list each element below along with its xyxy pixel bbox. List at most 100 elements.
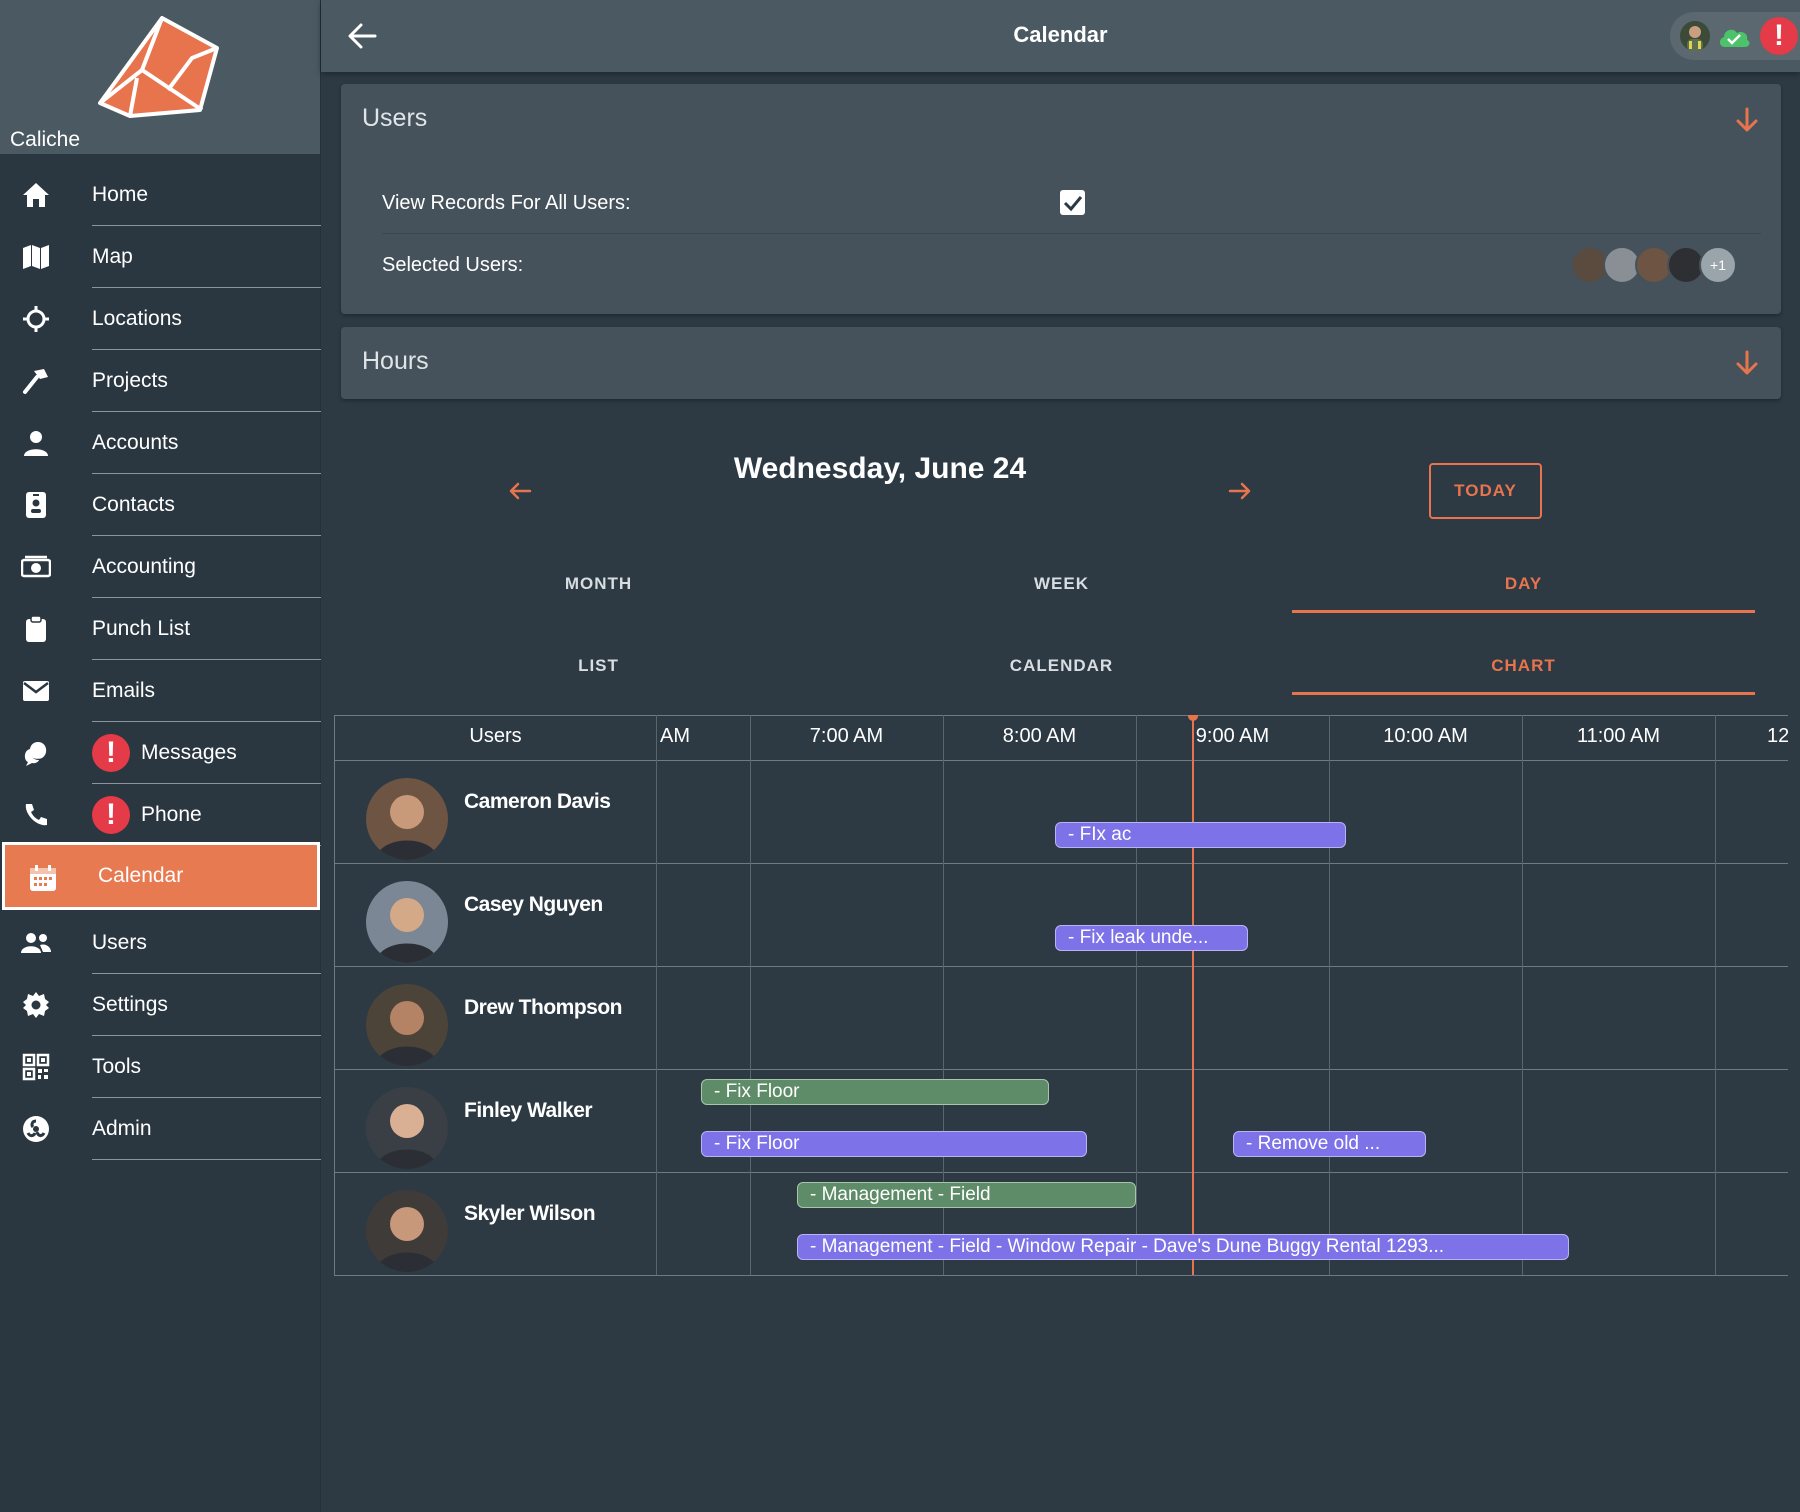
sidebar-item-settings[interactable]: Settings xyxy=(0,974,321,1036)
time-entry-bar[interactable]: - Management - Field xyxy=(797,1182,1136,1208)
tab-day[interactable]: DAY xyxy=(1292,555,1755,613)
grid-line xyxy=(1522,715,1523,1275)
avatar[interactable] xyxy=(366,1190,448,1272)
time-entry-bar[interactable]: - Fix Floor xyxy=(701,1079,1049,1105)
grid-line xyxy=(1136,715,1137,1275)
arrow-right-icon xyxy=(1228,482,1251,500)
divider xyxy=(92,473,321,474)
users-panel-toggle[interactable] xyxy=(1735,106,1759,139)
tab-month[interactable]: MONTH xyxy=(367,555,830,613)
current-user-avatar[interactable] xyxy=(1680,21,1710,51)
time-column-header: 8:00 AM xyxy=(1002,725,1077,747)
mail-icon xyxy=(20,676,52,706)
crosshair-icon xyxy=(20,304,52,334)
divider xyxy=(92,411,321,412)
divider xyxy=(92,721,321,722)
previous-day-button[interactable] xyxy=(508,481,532,506)
grid-line xyxy=(335,1172,1788,1173)
time-entry-bar[interactable]: - Management - Field - Window Repair - D… xyxy=(797,1234,1569,1260)
gantt-user-row: Skyler Wilson xyxy=(335,1172,656,1275)
sidebar-item-label: Admin xyxy=(92,1117,152,1140)
tab-chart[interactable]: CHART xyxy=(1292,637,1755,695)
time-entry-bar[interactable]: - Remove old ... xyxy=(1233,1131,1426,1157)
money-icon xyxy=(20,552,52,582)
divider xyxy=(92,1159,321,1160)
tab-label: DAY xyxy=(1504,574,1543,593)
sidebar-item-phone[interactable]: ! Phone xyxy=(0,784,321,846)
grid-line xyxy=(335,760,1788,761)
tab-label: CHART xyxy=(1491,656,1556,675)
view-all-users-checkbox[interactable] xyxy=(1060,190,1085,215)
today-button[interactable]: TODAY xyxy=(1429,463,1542,519)
person-icon xyxy=(20,428,52,458)
sidebar-item-emails[interactable]: Emails xyxy=(0,660,321,722)
sidebar-item-users[interactable]: Users xyxy=(0,912,321,974)
tab-calendar[interactable]: CALENDAR xyxy=(830,637,1293,695)
time-column-header: 7:00 AM xyxy=(809,725,884,747)
gear-icon xyxy=(20,990,52,1020)
time-entry-bar[interactable]: - Fix leak unde... xyxy=(1055,925,1248,951)
sidebar-item-home[interactable]: Home xyxy=(0,164,321,226)
alert-badge: ! xyxy=(92,796,130,834)
sidebar-item-label: Emails xyxy=(92,679,156,702)
time-entry-bar[interactable]: - FIx ac xyxy=(1055,822,1346,848)
tab-list[interactable]: LIST xyxy=(367,637,830,695)
grid-line xyxy=(1329,715,1330,1275)
divider xyxy=(92,973,321,974)
divider xyxy=(92,597,321,598)
qr-icon xyxy=(20,1052,52,1082)
sidebar-item-accounting[interactable]: Accounting xyxy=(0,536,321,598)
grid-line xyxy=(335,715,1788,716)
active-tab-indicator xyxy=(1292,692,1755,695)
alert-badge: ! xyxy=(92,734,130,772)
active-tab-indicator xyxy=(1292,610,1755,613)
time-column-header: AM xyxy=(660,725,690,747)
hours-panel-toggle[interactable] xyxy=(1735,349,1759,382)
grid-line xyxy=(335,966,1788,967)
sidebar-item-contacts[interactable]: Contacts xyxy=(0,474,321,536)
current-time-line xyxy=(1192,715,1194,1275)
sidebar-item-map[interactable]: Map xyxy=(0,226,321,288)
back-button[interactable] xyxy=(345,20,379,52)
gantt-user-row: Cameron Davis xyxy=(335,760,656,863)
brand-name: Caliche xyxy=(10,128,81,151)
avatar[interactable] xyxy=(366,984,448,1066)
divider xyxy=(92,225,321,226)
sidebar-item-calendar[interactable]: Calendar xyxy=(2,842,320,910)
brand-header: Caliche xyxy=(0,0,320,154)
avatar[interactable] xyxy=(366,778,448,860)
sidebar-item-label: Messages xyxy=(141,741,237,764)
tab-label: LIST xyxy=(578,656,619,675)
sidebar-item-label: Punch List xyxy=(92,617,191,640)
sidebar-item-label: Locations xyxy=(92,307,182,330)
divider xyxy=(92,287,321,288)
current-date-title: Wednesday, June 24 xyxy=(733,452,1027,485)
users-icon xyxy=(20,928,52,958)
cloud-sync-icon[interactable] xyxy=(1716,22,1752,50)
sidebar-item-messages[interactable]: ! Messages xyxy=(0,722,321,784)
sidebar-item-punch-list[interactable]: Punch List xyxy=(0,598,321,660)
sidebar-item-tools[interactable]: Tools xyxy=(0,1036,321,1098)
sidebar-item-projects[interactable]: Projects xyxy=(0,350,321,412)
status-cluster: ! xyxy=(1670,12,1800,60)
divider xyxy=(92,1097,321,1098)
sidebar-item-label: Home xyxy=(92,183,149,206)
avatar[interactable] xyxy=(366,881,448,963)
avatar[interactable] xyxy=(366,1087,448,1169)
sidebar-item-admin[interactable]: Admin xyxy=(0,1098,321,1160)
tab-week[interactable]: WEEK xyxy=(830,555,1293,613)
next-day-button[interactable] xyxy=(1228,481,1252,506)
grid-line xyxy=(1715,715,1716,1275)
sidebar-item-locations[interactable]: Locations xyxy=(0,288,321,350)
selected-users-label: Selected Users: xyxy=(382,254,524,276)
grid-line xyxy=(656,715,657,1275)
tab-label: CALENDAR xyxy=(1009,656,1114,675)
avatar xyxy=(1635,246,1673,284)
clipboard-icon xyxy=(20,614,52,644)
home-icon xyxy=(20,180,52,210)
selected-users-avatars[interactable]: +1 xyxy=(1571,246,1739,284)
global-alert-badge[interactable]: ! xyxy=(1760,17,1798,55)
sidebar-item-accounts[interactable]: Accounts xyxy=(0,412,321,474)
time-entry-bar[interactable]: - Fix Floor xyxy=(701,1131,1087,1157)
user-name: Cameron Davis xyxy=(464,790,611,813)
